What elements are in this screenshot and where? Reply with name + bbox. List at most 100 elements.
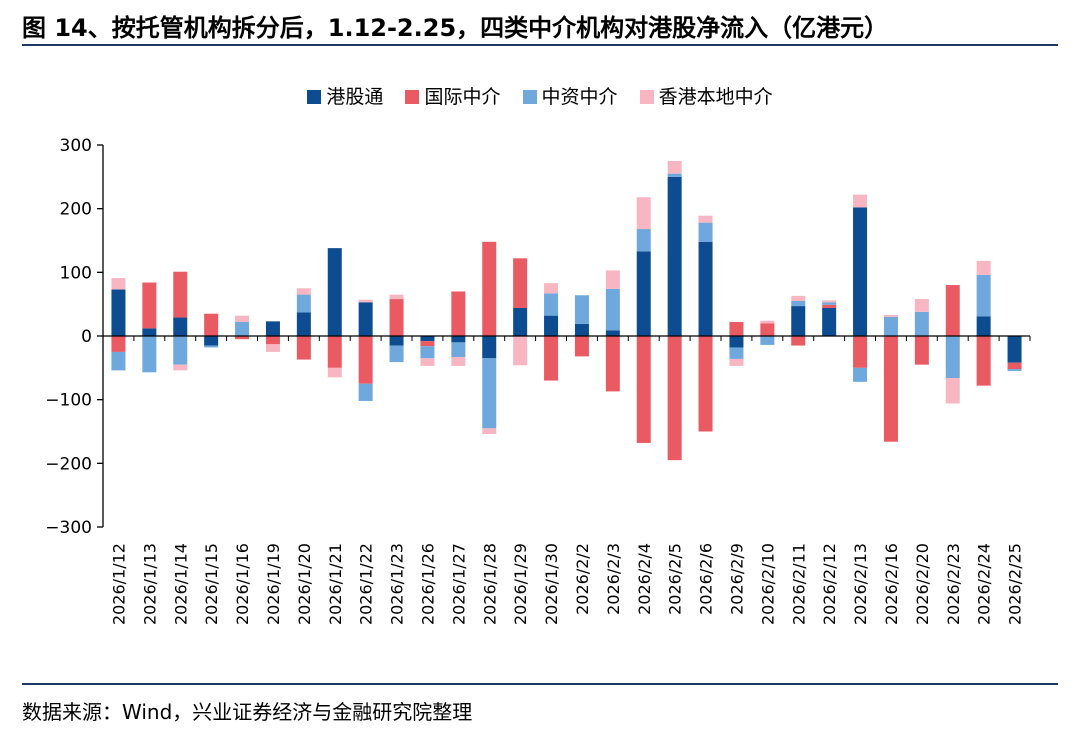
bar-segment-series-0 xyxy=(976,316,991,336)
y-tick-label: 300 xyxy=(60,136,92,156)
bar-segment-series-2 xyxy=(667,173,682,177)
bar-segment-series-3 xyxy=(235,315,250,322)
bar-segment-series-2 xyxy=(853,367,868,382)
bar-segment-series-1 xyxy=(574,336,589,357)
bar-segment-series-3 xyxy=(513,336,528,366)
bar-segment-series-3 xyxy=(883,314,898,317)
bar-segment-series-0 xyxy=(173,317,188,336)
bar-segment-series-2 xyxy=(544,293,559,316)
x-category-label: 2026/1/12 xyxy=(109,543,128,625)
x-category-label: 2026/1/20 xyxy=(295,543,314,625)
bar-segment-series-2 xyxy=(945,336,960,379)
bar-segment-series-1 xyxy=(451,291,466,336)
legend-item-international: 国际中介 xyxy=(405,82,500,109)
y-tick-label: 100 xyxy=(60,263,92,283)
bar-segment-series-1 xyxy=(544,336,559,381)
bar-segment-series-2 xyxy=(142,336,157,373)
bar-segment-series-0 xyxy=(791,306,806,336)
bar-segment-series-1 xyxy=(605,336,620,392)
bar-segment-series-2 xyxy=(420,346,435,359)
bar-segment-series-3 xyxy=(729,358,744,366)
bar-segment-series-1 xyxy=(853,336,868,368)
bar-segment-series-1 xyxy=(173,271,188,318)
x-category-label: 2026/2/11 xyxy=(789,543,808,625)
title-divider xyxy=(22,44,1058,46)
bar-segment-series-1 xyxy=(822,304,837,308)
bar-segment-series-2 xyxy=(914,311,929,336)
bar-segment-series-2 xyxy=(636,229,651,252)
bar-segment-series-0 xyxy=(822,307,837,336)
bar-segment-series-3 xyxy=(853,194,868,208)
bar-segment-series-1 xyxy=(327,336,342,368)
bar-segment-series-3 xyxy=(451,357,466,366)
bar-segment-series-3 xyxy=(544,283,559,294)
bar-segment-series-0 xyxy=(853,207,868,336)
x-category-label: 2026/2/9 xyxy=(727,543,746,615)
x-category-label: 2026/2/12 xyxy=(820,543,839,625)
bar-segment-series-1 xyxy=(204,313,219,336)
y-tick-label: −100 xyxy=(45,391,92,411)
bar-segment-series-3 xyxy=(327,367,342,378)
bar-segment-series-3 xyxy=(791,295,806,301)
legend-item-chinese: 中资中介 xyxy=(522,82,618,109)
y-tick-label: −200 xyxy=(45,454,92,474)
bar-segment-series-1 xyxy=(698,336,713,432)
x-category-label: 2026/1/15 xyxy=(202,543,221,625)
bar-segment-series-0 xyxy=(729,336,744,348)
y-tick-label: 200 xyxy=(60,200,92,220)
bar-segment-series-3 xyxy=(482,428,497,435)
x-category-label: 2026/1/27 xyxy=(449,543,468,625)
bar-segment-series-3 xyxy=(945,378,960,404)
bar-segment-series-3 xyxy=(605,270,620,289)
bar-segment-series-3 xyxy=(420,358,435,366)
bar-segment-series-0 xyxy=(544,315,559,336)
x-category-label: 2026/2/23 xyxy=(944,543,963,625)
figure-title: 图 14、按托管机构拆分后，1.12-2.25，四类中介机构对港股净流入（亿港元… xyxy=(22,14,889,42)
legend-item-hk-local: 香港本地中介 xyxy=(639,82,773,109)
legend-swatch-chinese xyxy=(522,90,537,104)
bar-segment-series-2 xyxy=(235,321,250,336)
bar-segment-series-1 xyxy=(111,336,126,352)
source-divider xyxy=(22,683,1058,685)
x-category-label: 2026/1/23 xyxy=(388,543,407,625)
source-note: 数据来源：Wind，兴业证券经济与金融研究院整理 xyxy=(22,700,473,724)
bar-segment-series-2 xyxy=(389,345,404,363)
x-category-label: 2026/1/14 xyxy=(171,543,190,625)
bar-segment-series-2 xyxy=(451,342,466,358)
bar-segment-series-1 xyxy=(667,336,682,461)
bar-segment-series-2 xyxy=(605,288,620,331)
bar-segment-series-0 xyxy=(296,312,311,336)
bar-segment-series-3 xyxy=(111,278,126,290)
bar-segment-series-3 xyxy=(667,160,682,174)
bar-segment-series-1 xyxy=(296,336,311,360)
bar-segment-series-1 xyxy=(729,321,744,336)
bar-segment-series-0 xyxy=(265,321,280,336)
bar-segment-series-0 xyxy=(574,323,589,336)
bar-segment-series-0 xyxy=(605,330,620,336)
bar-segment-series-3 xyxy=(914,299,929,312)
bar-segment-series-0 xyxy=(482,336,497,359)
bar-segment-series-2 xyxy=(574,295,589,324)
bar-segment-series-0 xyxy=(698,241,713,336)
bar-segment-series-1 xyxy=(883,336,898,442)
bar-segment-series-1 xyxy=(760,323,775,336)
bar-segment-series-2 xyxy=(173,336,188,365)
x-category-label: 2026/2/24 xyxy=(975,543,994,625)
bar-segment-series-2 xyxy=(296,294,311,313)
bar-segment-series-2 xyxy=(760,336,775,345)
x-category-label: 2026/2/16 xyxy=(882,543,901,625)
y-tick-label: 0 xyxy=(81,327,92,347)
bar-segment-series-1 xyxy=(636,336,651,443)
x-category-label: 2026/1/21 xyxy=(326,543,345,625)
bar-segment-series-0 xyxy=(389,336,404,346)
bar-segment-series-1 xyxy=(791,336,806,346)
x-category-label: 2026/2/3 xyxy=(604,543,623,615)
bar-segment-series-2 xyxy=(729,347,744,359)
x-category-label: 2026/1/16 xyxy=(233,543,252,625)
bar-segment-series-3 xyxy=(358,299,373,303)
x-category-label: 2026/2/13 xyxy=(851,543,870,625)
bar-segment-series-1 xyxy=(482,241,497,336)
bar-segment-series-1 xyxy=(513,258,528,308)
bar-segment-series-3 xyxy=(265,344,280,352)
x-category-label: 2026/2/4 xyxy=(635,543,654,615)
